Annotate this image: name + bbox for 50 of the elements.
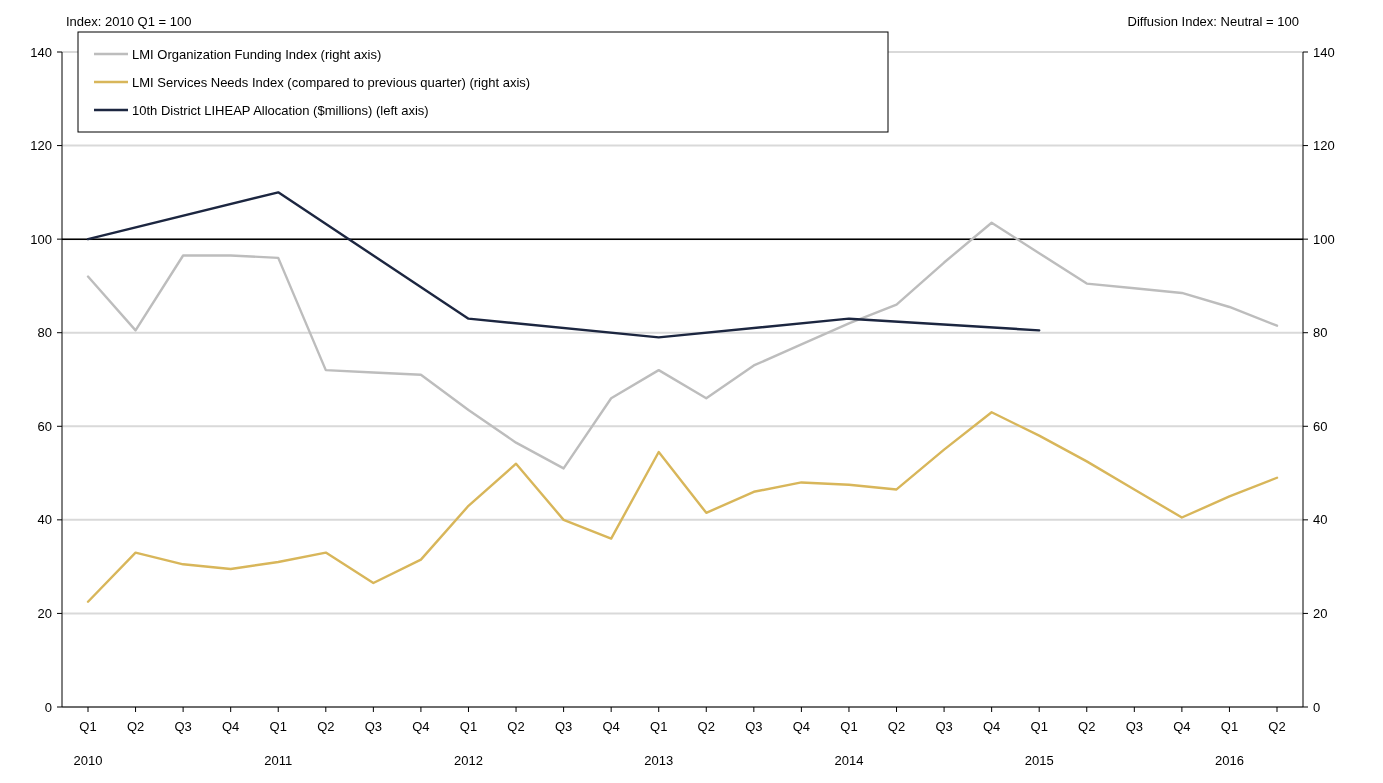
y2-tick-label: 100 (1313, 231, 1335, 247)
x-tick-label: Q3 (1125, 719, 1143, 734)
y2-axis-title: Diffusion Index: Neutral = 100 (1127, 14, 1299, 29)
legend-label: LMI Services Needs Index (compared to previous quarter) (right axis) (132, 74, 531, 90)
category-label: Q1 2014 (834, 719, 864, 768)
y2-tick-label: 60 (1313, 418, 1328, 434)
x-tick-label: Q2 (1078, 719, 1096, 734)
x-tick-label: Q4 (222, 719, 240, 734)
y2-tick-label: 40 (1313, 512, 1328, 528)
category-label: Q1 2013 (644, 719, 674, 768)
y-tick-label: 40 (37, 512, 52, 528)
category-label: Q1 2016 (1214, 719, 1244, 768)
x-tick-label: Q3 (554, 719, 573, 734)
x-tick-label: Q4 (412, 719, 430, 734)
line-series (86, 411, 1279, 603)
x-tick-label: Q2 (697, 719, 715, 734)
x-tick-label: Q4 (1173, 719, 1191, 734)
y-tick-label: 140 (30, 44, 52, 60)
y2-tick-label: 0 (1313, 699, 1321, 715)
y-tick-label: 120 (30, 138, 52, 154)
y-tick-label: 80 (37, 325, 52, 341)
line-series (86, 191, 1041, 339)
y-axis-title: Index: 2010 Q1 = 100 (66, 14, 192, 29)
legend-label: LMI Organization Funding Index (right axis) (132, 46, 382, 62)
x-tick-label: Q2 (507, 719, 525, 734)
line-series (86, 221, 1279, 470)
y2-tick-label: 80 (1313, 325, 1328, 341)
category-label: Q1 2012 (454, 719, 483, 768)
x-tick-label: Q4 (792, 719, 811, 734)
category-label: Q1 2011 (264, 719, 293, 768)
y-tick-label: 100 (30, 231, 52, 247)
category-label: Q1 2010 (73, 719, 103, 768)
x-tick-label: Q2 (126, 719, 145, 734)
y-tick-label: 60 (37, 418, 52, 434)
y2-tick-label: 140 (1313, 44, 1335, 60)
legend-label: 10th District LIHEAP Allocation ($millions) (left axis) (132, 102, 429, 118)
y2-tick-label: 120 (1313, 138, 1335, 154)
x-tick-label: Q2 (317, 719, 335, 734)
x-tick-label: Q2 (887, 719, 906, 734)
x-tick-label: Q3 (745, 719, 763, 734)
category-label: Q1 2015 (1024, 719, 1054, 768)
x-tick-label: Q3 (364, 719, 383, 734)
y-tick-label: 20 (37, 605, 52, 621)
x-tick-label: Q4 (602, 719, 620, 734)
x-tick-label: Q3 (935, 719, 953, 734)
x-tick-label: Q4 (982, 719, 1001, 734)
y-tick-label: 0 (44, 699, 52, 715)
x-tick-label: Q3 (174, 719, 192, 734)
y2-tick-label: 20 (1313, 605, 1328, 621)
x-tick-label: Q2 (1268, 719, 1286, 734)
